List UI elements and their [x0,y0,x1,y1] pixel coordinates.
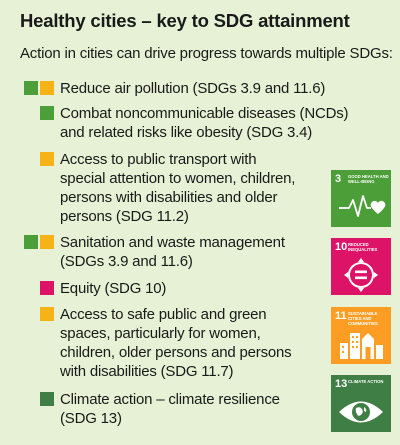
sdg-number: 3 [335,173,342,185]
city-buildings-icon [340,333,383,359]
sdg-label: Reduced inequalities [348,242,378,252]
page-title: Healthy cities – key to SDG attainment [20,10,350,31]
marker-sdg3 [24,235,38,249]
sdg-tile-3: 3 Good health and well-being [331,170,391,227]
sdg-tile-11: 11 Sustainable cities and communities [331,307,391,364]
list-item-text: Combat noncommunicable diseases (NCDs) a… [60,105,349,141]
sdg-number: 11 [335,310,347,322]
list-item-text: Sanitation and waste management (SDGs 3.… [60,234,285,270]
intro-text: Action in cities can drive progress towa… [20,45,393,62]
list-item-text: Climate action – climate resilience (SDG… [60,391,280,427]
sdg-label: Sustainable cities and communities [348,311,378,326]
list-item-text: Access to safe public and green spaces, … [60,306,292,380]
sdg-tile-13: 13 Climate action [331,375,391,432]
equality-icon [344,258,378,292]
sdg-tile-10: 10 Reduced inequalities [331,238,391,295]
list-item-text: Reduce air pollution (SDGs 3.9 and 11.6) [60,80,326,97]
sdg-label: Good health and well-being [348,174,389,184]
heartbeat-icon [339,195,386,217]
marker-sdg3 [24,81,38,95]
marker-sdg10 [40,281,54,295]
list-item-text: Equity (SDG 10) [60,280,167,297]
list-item-text: Access to public transport with special … [60,151,296,225]
marker-sdg11 [40,307,54,321]
marker-sdg11 [40,81,54,95]
marker-sdg13 [40,392,54,406]
sdg-number: 10 [335,241,348,253]
marker-sdg11 [40,235,54,249]
sdg-label: Climate action [348,379,384,384]
marker-sdg11 [40,152,54,166]
sdg-number: 13 [335,378,348,390]
marker-sdg3 [40,106,54,120]
eye-globe-icon [339,401,383,423]
